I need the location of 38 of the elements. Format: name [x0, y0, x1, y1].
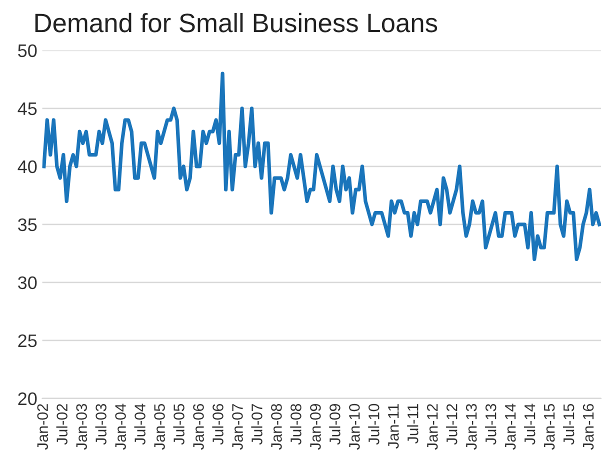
x-tick-label: Jul-13 [485, 404, 496, 445]
x-tick-label: Jan-08 [271, 404, 282, 450]
x-tick-label: Jan-15 [544, 404, 555, 450]
x-tick-label: Jul-10 [368, 404, 380, 445]
x-tick-label: Jul-09 [329, 404, 340, 445]
x-tick-label: Jan-13 [466, 404, 477, 450]
x-tick-label: Jan-04 [115, 404, 126, 450]
x-tick-label: Jan-06 [193, 404, 204, 450]
x-tick-label: Jan-05 [154, 404, 165, 450]
x-tick-label: Jul-03 [95, 404, 106, 445]
x-tick-label: Jul-05 [173, 404, 184, 445]
x-tick-label: Jul-07 [251, 404, 262, 445]
x-tick-label: Jul-12 [446, 404, 458, 445]
y-tick-label: 35 [18, 218, 37, 232]
chart-title: Demand for Small Business Loans [35, 12, 438, 32]
x-tick-label: Jul-15 [563, 404, 574, 445]
x-tick-label: Jul-02 [56, 404, 68, 445]
x-tick-label: Jan-02 [37, 404, 48, 450]
y-tick-label: 40 [18, 160, 37, 174]
y-tick-label: 30 [18, 276, 37, 290]
x-tick-label: Jul-14 [524, 404, 536, 445]
x-tick-label: Jan-14 [505, 404, 516, 450]
x-tick-label: Jul-11 [407, 404, 418, 444]
y-tick-label: 50 [18, 44, 37, 58]
x-tick-label: Jan-16 [582, 404, 594, 450]
y-tick-label: 20 [18, 392, 37, 406]
y-tick-label: 25 [18, 334, 37, 348]
x-tick-label: Jan-10 [349, 404, 360, 450]
line-series [42, 72, 601, 262]
x-tick-label: Jan-03 [76, 404, 87, 450]
x-tick-label: Jul-08 [290, 404, 302, 445]
x-tick-label: Jan-12 [426, 404, 438, 450]
x-tick-label: Jul-06 [212, 404, 224, 445]
x-tick-label: Jan-11 [388, 404, 399, 449]
x-tick-label: Jan-07 [232, 404, 243, 450]
x-tick-label: Jan-09 [310, 404, 321, 450]
y-tick-label: 45 [18, 102, 37, 116]
x-tick-label: Jul-04 [134, 404, 146, 445]
